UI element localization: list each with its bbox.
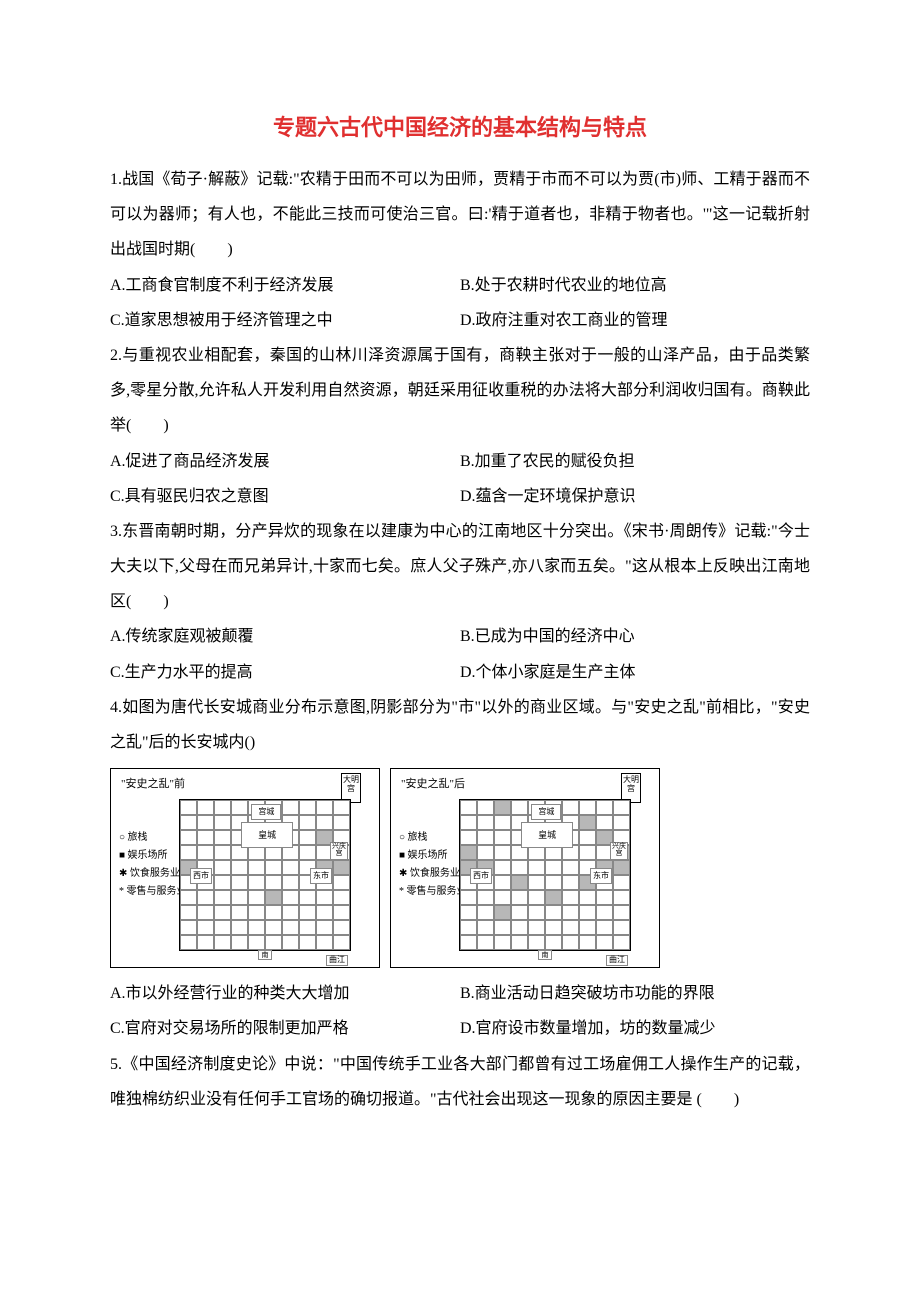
map-label-before: "安史之乱"前: [121, 775, 185, 791]
q1-opt-c: C.道家思想被用于经济管理之中: [110, 303, 460, 338]
dongshi-right: 东市: [590, 868, 612, 884]
q1-opt-a: A.工商食官制度不利于经济发展: [110, 268, 460, 303]
map-panel-after: "安史之乱"后 大明宫 ○ 旅栈 ■ 娱乐场所 ✱ 饮食服务业 * 零售与服务业…: [390, 768, 660, 968]
q4-figure: "安史之乱"前 大明宫 ○ 旅栈 ■ 娱乐场所 ✱ 饮食服务业 * 零售与服务业…: [110, 768, 810, 968]
q3-opt-b: B.已成为中国的经济中心: [460, 619, 810, 654]
q2-opt-b: B.加重了农民的赋役负担: [460, 444, 810, 479]
gongcheng-right: 宫城: [531, 804, 561, 820]
q1-options: A.工商食官制度不利于经济发展 B.处于农耕时代农业的地位高 C.道家思想被用于…: [110, 268, 810, 338]
q4-opt-b: B.商业活动日趋突破坊市功能的界限: [460, 976, 810, 1011]
q1-opt-d: D.政府注重对农工商业的管理: [460, 303, 810, 338]
legend-inn: ○ 旅栈: [119, 829, 187, 847]
q4-stem: 4.如图为唐代长安城商业分布示意图,阴影部分为"市"以外的商业区域。与"安史之乱…: [110, 690, 810, 760]
q1-opt-b: B.处于农耕时代农业的地位高: [460, 268, 810, 303]
q4-opt-a: A.市以外经营行业的种类大大增加: [110, 976, 460, 1011]
map-legend-right: ○ 旅栈 ■ 娱乐场所 ✱ 饮食服务业 * 零售与服务业: [399, 829, 467, 901]
huangcheng-left: 皇城: [241, 822, 293, 848]
q1-stem: 1.战国《荀子·解蔽》记载:"农精于田而不可以为田师，贾精于市而不可以为贾(市)…: [110, 162, 810, 268]
q3-options: A.传统家庭观被颠覆 B.已成为中国的经济中心 C.生产力水平的提高 D.个体小…: [110, 619, 810, 689]
q3-opt-d: D.个体小家庭是生产主体: [460, 655, 810, 690]
map-panel-before: "安史之乱"前 大明宫 ○ 旅栈 ■ 娱乐场所 ✱ 饮食服务业 * 零售与服务业…: [110, 768, 380, 968]
legend-food: ✱ 饮食服务业: [119, 865, 187, 883]
q2-opt-a: A.促进了商品经济发展: [110, 444, 460, 479]
dongshi-left: 东市: [310, 868, 332, 884]
q4-options: A.市以外经营行业的种类大大增加 B.商业活动日趋突破坊市功能的界限 C.官府对…: [110, 976, 810, 1046]
q2-opt-d: D.蕴含一定环境保护意识: [460, 479, 810, 514]
xingqing-left: 兴庆宫: [330, 842, 348, 860]
legend-retail-r: * 零售与服务业: [399, 883, 467, 901]
gongcheng-left: 宫城: [251, 804, 281, 820]
city-grid-right: 宫城 皇城 西市 东市 兴庆宫 南 曲江: [459, 799, 631, 951]
legend-retail: * 零售与服务业: [119, 883, 187, 901]
q3-stem: 3.东晋南朝时期，分产异炊的现象在以建康为中心的江南地区十分突出。《宋书·周朗传…: [110, 514, 810, 620]
legend-entertainment-r: ■ 娱乐场所: [399, 847, 467, 865]
q2-options: A.促进了商品经济发展 B.加重了农民的赋役负担 C.具有驱民归农之意图 D.蕴…: [110, 444, 810, 514]
document-page: 专题六古代中国经济的基本结构与特点 1.战国《荀子·解蔽》记载:"农精于田而不可…: [0, 0, 920, 1177]
qujiang-left: 曲江: [326, 955, 348, 966]
map-legend-left: ○ 旅栈 ■ 娱乐场所 ✱ 饮食服务业 * 零售与服务业: [119, 829, 187, 901]
south-gate-left: 南: [258, 950, 272, 960]
q4-opt-c: C.官府对交易场所的限制更加严格: [110, 1011, 460, 1046]
map-label-after: "安史之乱"后: [401, 775, 465, 791]
legend-food-r: ✱ 饮食服务业: [399, 865, 467, 883]
page-title: 专题六古代中国经济的基本结构与特点: [110, 110, 810, 142]
qujiang-right: 曲江: [606, 955, 628, 966]
huangcheng-right: 皇城: [521, 822, 573, 848]
xingqing-right: 兴庆宫: [610, 842, 628, 860]
south-gate-right: 南: [538, 950, 552, 960]
q5-stem: 5.《中国经济制度史论》中说："中国传统手工业各大部门都曾有过工场雇佣工人操作生…: [110, 1047, 810, 1117]
q2-opt-c: C.具有驱民归农之意图: [110, 479, 460, 514]
q4-opt-d: D.官府设市数量增加，坊的数量减少: [460, 1011, 810, 1046]
xishi-right: 西市: [470, 868, 492, 884]
legend-inn-r: ○ 旅栈: [399, 829, 467, 847]
xishi-left: 西市: [190, 868, 212, 884]
q3-opt-a: A.传统家庭观被颠覆: [110, 619, 460, 654]
q3-opt-c: C.生产力水平的提高: [110, 655, 460, 690]
legend-entertainment: ■ 娱乐场所: [119, 847, 187, 865]
q2-stem: 2.与重视农业相配套，秦国的山林川泽资源属于国有，商鞅主张对于一般的山泽产品，由…: [110, 338, 810, 444]
city-grid-left: 宫城 皇城 西市 东市 兴庆宫 南 曲江: [179, 799, 351, 951]
